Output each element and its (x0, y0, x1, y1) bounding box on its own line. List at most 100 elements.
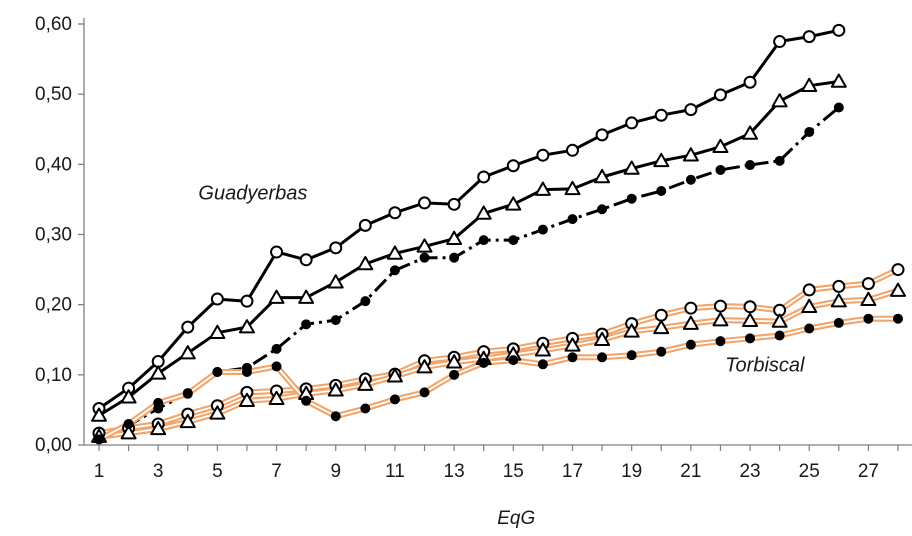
data-point-torbiscal-dot-filled (833, 317, 844, 328)
data-point-torbiscal-circle-open (743, 300, 757, 314)
data-point-guadyerbas-triangle-open (446, 230, 463, 245)
x-tick-label: 21 (680, 461, 701, 482)
data-point-torbiscal-triangle-open (860, 291, 877, 307)
y-tick-label: 0,20 (35, 295, 72, 316)
data-point-torbiscal-dot-filled (330, 411, 341, 422)
x-tick-label: 5 (212, 461, 223, 482)
data-point-guadyerbas-dot-filled (804, 127, 815, 138)
data-point-torbiscal-dot-filled (153, 397, 164, 408)
data-point-guadyerbas-triangle-open (712, 138, 729, 154)
data-point-guadyerbas-circle-open (743, 75, 757, 89)
x-tick-label: 1 (94, 461, 105, 482)
x-tick-label: 17 (562, 461, 583, 482)
data-point-guadyerbas-triangle-open (179, 345, 196, 360)
data-point-guadyerbas-triangle-open (91, 407, 107, 422)
data-point-guadyerbas-dot-filled (567, 214, 578, 225)
data-point-torbiscal-triangle-open (150, 420, 167, 436)
data-point-torbiscal-dot-filled (301, 395, 312, 406)
data-point-torbiscal-circle-open (832, 279, 846, 293)
data-point-torbiscal-triangle-open (327, 382, 344, 397)
data-point-torbiscal-circle-open (802, 283, 816, 297)
x-tick-label: 25 (799, 461, 820, 482)
data-point-guadyerbas-triangle-open (682, 147, 699, 162)
data-point-guadyerbas-circle-open (684, 103, 698, 117)
data-point-torbiscal-dot-filled (626, 350, 637, 361)
data-point-guadyerbas-triangle-open (534, 181, 551, 196)
series-torbiscal-dot-filled-line-inner (98, 317, 899, 441)
data-point-torbiscal-triangle-open (801, 298, 818, 314)
data-point-guadyerbas-dot-filled (389, 265, 400, 276)
data-point-guadyerbas-triangle-open (771, 93, 788, 108)
data-point-guadyerbas-triangle-open (120, 389, 137, 404)
data-point-torbiscal-triangle-open (890, 282, 906, 297)
x-tick-label: 7 (271, 461, 282, 482)
data-point-guadyerbas-circle-open (536, 148, 550, 162)
data-point-guadyerbas-circle-open (299, 253, 313, 267)
data-point-guadyerbas-dot-filled (508, 235, 519, 246)
data-point-torbiscal-triangle-open (564, 337, 581, 352)
data-point-guadyerbas-dot-filled (271, 343, 282, 354)
data-point-torbiscal-dot-filled (419, 387, 430, 398)
data-point-guadyerbas-dot-filled (833, 102, 844, 113)
data-point-torbiscal-triangle-open (623, 323, 640, 338)
data-point-torbiscal-dot-filled (804, 323, 815, 334)
data-point-guadyerbas-circle-open (802, 30, 816, 44)
data-point-guadyerbas-triangle-open (209, 324, 226, 339)
data-point-torbiscal-dot-filled (567, 352, 578, 363)
data-point-torbiscal-dot-filled (597, 352, 608, 363)
data-point-guadyerbas-dot-filled (537, 224, 548, 235)
data-point-torbiscal-dot-filled (656, 346, 667, 357)
data-point-torbiscal-triangle-open (120, 425, 137, 440)
data-point-guadyerbas-circle-open (388, 206, 402, 220)
data-point-torbiscal-dot-filled (478, 357, 489, 368)
data-point-torbiscal-triangle-open (712, 312, 729, 327)
data-point-guadyerbas-circle-open (595, 128, 609, 142)
data-point-guadyerbas-circle-open (240, 294, 254, 308)
y-tick-label: 0,30 (35, 225, 72, 246)
data-point-guadyerbas-triangle-open (268, 289, 285, 304)
x-tick-label: 9 (330, 461, 341, 482)
data-point-torbiscal-dot-filled (893, 313, 903, 324)
data-point-guadyerbas-dot-filled (597, 204, 608, 215)
data-point-torbiscal-dot-filled (182, 388, 193, 399)
data-point-torbiscal-triangle-open (653, 319, 670, 335)
data-point-guadyerbas-dot-filled (360, 296, 371, 307)
data-point-torbiscal-dot-filled (863, 313, 874, 324)
data-point-guadyerbas-triangle-open (742, 125, 759, 140)
data-point-torbiscal-dot-filled (212, 367, 223, 378)
data-point-guadyerbas-circle-open (625, 116, 639, 130)
data-point-guadyerbas-triangle-open (386, 245, 403, 260)
data-point-torbiscal-triangle-open (179, 413, 196, 429)
data-point-guadyerbas-dot-filled (745, 160, 756, 171)
data-point-guadyerbas-dot-filled (419, 252, 430, 263)
annotation-torbiscal: Torbiscal (725, 354, 805, 376)
data-point-torbiscal-circle-open (891, 263, 905, 277)
data-point-torbiscal-triangle-open (209, 405, 226, 420)
data-point-torbiscal-dot-filled (715, 336, 726, 347)
annotation-guadyerbas: Guadyerbas (198, 182, 307, 204)
data-point-guadyerbas-triangle-open (238, 319, 255, 334)
data-point-guadyerbas-triangle-open (623, 160, 640, 175)
data-point-torbiscal-triangle-open (416, 359, 433, 374)
data-point-torbiscal-dot-filled (537, 359, 548, 370)
data-point-guadyerbas-triangle-open (801, 77, 818, 92)
data-point-torbiscal-triangle-open (386, 368, 403, 383)
data-point-guadyerbas-dot-filled (715, 164, 726, 175)
data-point-torbiscal-triangle-open (268, 390, 285, 405)
x-tick-label: 15 (503, 461, 524, 482)
x-tick-label: 13 (444, 461, 465, 482)
data-point-guadyerbas-triangle-open (298, 289, 315, 304)
data-point-guadyerbas-triangle-open (150, 365, 167, 380)
data-point-guadyerbas-circle-open (713, 88, 727, 102)
data-point-guadyerbas-circle-open (329, 241, 343, 255)
series-torbiscal-triangle-open-line-inner (98, 289, 899, 438)
y-tick-label: 0,60 (35, 14, 72, 35)
x-tick-label: 27 (858, 461, 879, 482)
series-lines-group (96, 28, 901, 443)
data-point-torbiscal-triangle-open (534, 342, 551, 357)
data-point-guadyerbas-circle-open (418, 196, 432, 210)
data-point-torbiscal-circle-open (713, 299, 727, 313)
data-point-torbiscal-dot-filled (449, 369, 460, 380)
data-point-torbiscal-triangle-open (830, 293, 847, 308)
